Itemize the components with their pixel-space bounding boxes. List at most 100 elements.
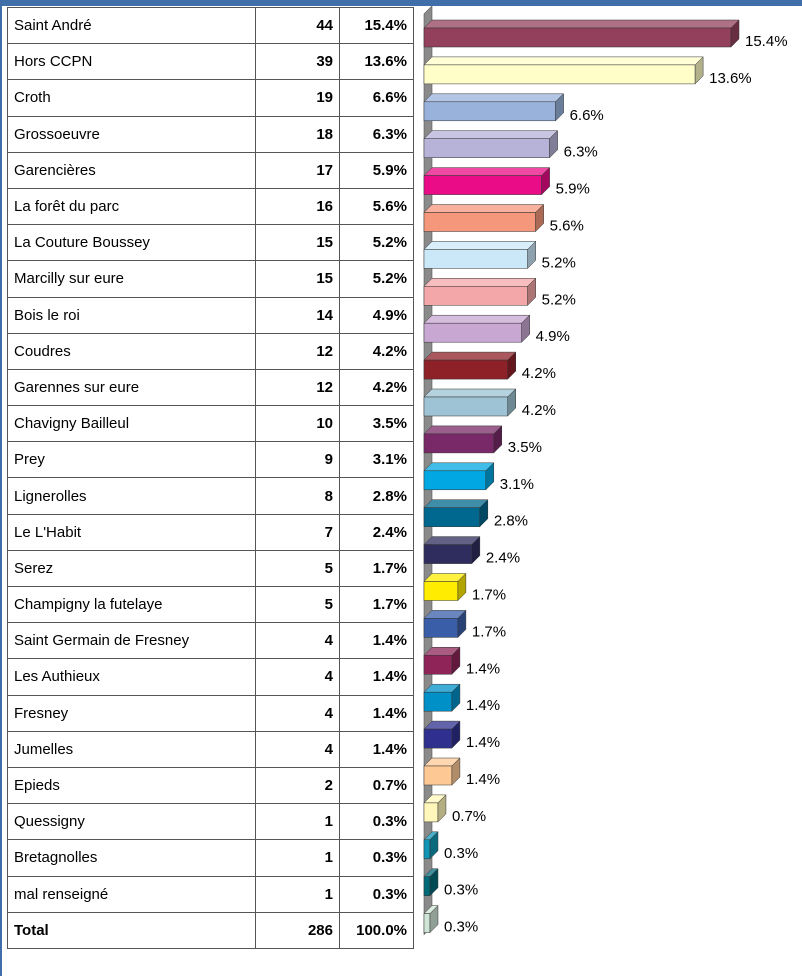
table-row: Champigny la futelaye 5 1.7% <box>7 585 414 624</box>
row-percent: 5.2% <box>339 260 414 298</box>
table-row: La forêt du parc 16 5.6% <box>7 187 414 226</box>
table-row: Bretagnolles 1 0.3% <box>7 839 414 877</box>
bar-13 <box>423 499 489 528</box>
row-name: Fresney <box>7 694 256 732</box>
bar-label-7: 5.2% <box>542 291 576 308</box>
bar-4 <box>423 166 551 196</box>
row-count: 8 <box>255 477 340 515</box>
row-count: 4 <box>255 694 340 732</box>
row-name: Saint André <box>7 6 256 45</box>
row-name: Jumelles <box>7 730 256 768</box>
row-name: Le L'Habit <box>7 513 256 551</box>
row-percent: 6.3% <box>339 115 414 153</box>
table-row: Croth 19 6.6% <box>7 79 414 117</box>
row-count: 39 <box>255 43 340 81</box>
row-percent: 5.6% <box>339 187 414 226</box>
table-row: Saint André 44 15.4% <box>7 6 414 45</box>
bar-label-10: 4.2% <box>522 402 556 419</box>
row-percent: 2.8% <box>339 477 414 515</box>
bar-label-6: 5.2% <box>542 254 576 271</box>
table-row: Marcilly sur eure 15 5.2% <box>7 260 414 298</box>
total-count: 286 <box>255 911 340 949</box>
bar-label-14: 2.4% <box>486 550 520 567</box>
row-percent: 3.1% <box>339 441 414 479</box>
bar-18 <box>423 683 461 712</box>
top-border <box>0 0 802 6</box>
table-row: Chavigny Bailleul 10 3.5% <box>7 405 414 443</box>
data-table: Saint André 44 15.4% Hors CCPN 39 13.6% Croth 1… <box>7 6 414 949</box>
row-name: Saint Germain de Fresney <box>7 622 256 660</box>
table-row: La Couture Boussey 15 5.2% <box>7 224 414 262</box>
row-name: Grossoeuvre <box>7 115 256 153</box>
row-name: Garennes sur eure <box>7 368 256 407</box>
table-row: Coudres 12 4.2% <box>7 332 414 370</box>
bar-label-5: 5.6% <box>550 218 584 235</box>
row-percent: 1.4% <box>339 658 414 696</box>
table-row: Saint Germain de Fresney 4 1.4% <box>7 622 414 660</box>
row-percent: 0.3% <box>339 875 414 913</box>
bar-label-19: 1.4% <box>466 734 500 751</box>
bar-16 <box>423 609 467 639</box>
bar-label-15: 1.7% <box>472 587 506 604</box>
bar-6 <box>423 240 537 270</box>
row-count: 9 <box>255 441 340 479</box>
table-row: Jumelles 4 1.4% <box>7 730 414 768</box>
row-name: Chavigny Bailleul <box>7 405 256 443</box>
left-border <box>0 6 2 976</box>
table-row: Quessigny 1 0.3% <box>7 803 414 841</box>
table-row: Serez 5 1.7% <box>7 549 414 588</box>
bar-5 <box>423 203 545 233</box>
row-name: Serez <box>7 549 256 588</box>
row-name: Epieds <box>7 766 256 805</box>
row-percent: 2.4% <box>339 513 414 551</box>
row-count: 17 <box>255 151 340 189</box>
bar-label-23: 0.3% <box>444 882 478 899</box>
bar-1 <box>423 56 704 85</box>
row-name: mal renseigné <box>7 875 256 913</box>
bar-21 <box>423 794 447 823</box>
row-count: 5 <box>255 549 340 588</box>
row-count: 16 <box>255 187 340 226</box>
row-percent: 5.2% <box>339 224 414 262</box>
bar-7 <box>423 277 537 306</box>
bar-2 <box>423 93 565 122</box>
bar-label-0: 15.4% <box>745 33 788 50</box>
row-percent: 1.7% <box>339 585 414 624</box>
row-count: 14 <box>255 296 340 334</box>
row-percent: 4.9% <box>339 296 414 334</box>
row-percent: 1.7% <box>339 549 414 588</box>
row-percent: 13.6% <box>339 43 414 81</box>
bar-label-13: 2.8% <box>494 513 528 530</box>
table-row: Les Authieux 4 1.4% <box>7 658 414 696</box>
row-name: Lignerolles <box>7 477 256 515</box>
bar-label-3: 6.3% <box>564 144 598 161</box>
row-count: 15 <box>255 224 340 262</box>
bar-15 <box>423 572 467 602</box>
row-name: Hors CCPN <box>7 43 256 81</box>
row-name: Quessigny <box>7 803 256 841</box>
bar-chart: 15.4% 13.6% 6.6% 6.3% 5.9% 5.6% 5.2% 5.2% 4.9% 4.… <box>423 5 788 936</box>
row-count: 19 <box>255 79 340 117</box>
table-row: Garencières 17 5.9% <box>7 151 414 189</box>
row-percent: 5.9% <box>339 151 414 189</box>
row-percent: 1.4% <box>339 694 414 732</box>
bar-label-16: 1.7% <box>472 623 506 640</box>
table-row: Epieds 2 0.7% <box>7 766 414 805</box>
bar-20 <box>423 757 461 786</box>
row-percent: 3.5% <box>339 405 414 443</box>
bar-label-24: 0.3% <box>444 919 478 936</box>
table-row: Grossoeuvre 18 6.3% <box>7 115 414 153</box>
bar-19 <box>423 720 461 749</box>
row-count: 1 <box>255 839 340 877</box>
table-row: Lignerolles 8 2.8% <box>7 477 414 515</box>
bar-9 <box>423 351 517 380</box>
row-name: La forêt du parc <box>7 187 256 226</box>
bar-14 <box>423 535 481 565</box>
row-count: 44 <box>255 6 340 45</box>
bar-8 <box>423 314 531 343</box>
bar-label-20: 1.4% <box>466 771 500 788</box>
row-count: 18 <box>255 115 340 153</box>
row-count: 4 <box>255 730 340 768</box>
bar-label-9: 4.2% <box>522 365 556 382</box>
table-row: Le L'Habit 7 2.4% <box>7 513 414 551</box>
